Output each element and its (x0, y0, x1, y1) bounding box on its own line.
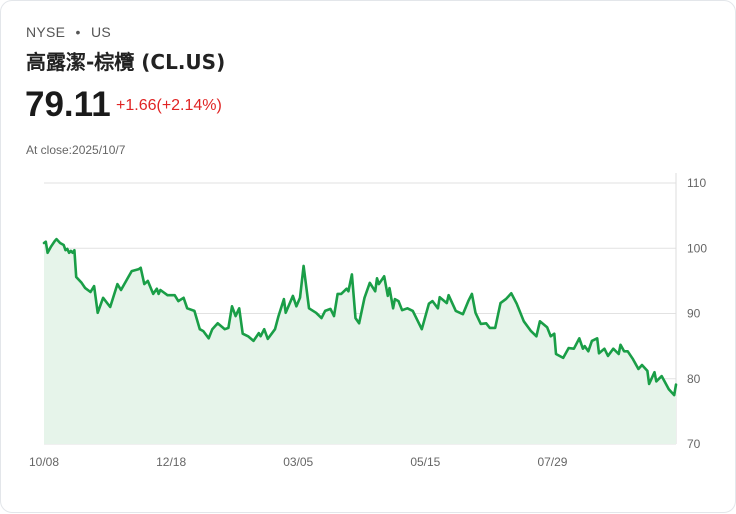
region: US (90, 24, 111, 40)
x-tick-label: 12/18 (156, 455, 186, 469)
close-date: At close:2025/10/7 (26, 143, 126, 157)
x-tick-label: 10/08 (29, 455, 59, 469)
stock-title: 高露潔-棕欖 (CL.US) (26, 50, 226, 74)
price-line (42, 237, 678, 397)
price-area (44, 239, 676, 444)
y-tick-label: 70 (687, 437, 701, 451)
price: 79.11 (25, 85, 111, 124)
x-tick-label: 03/05 (283, 455, 313, 469)
y-tick-label: 110 (687, 176, 706, 190)
exchange-line: NYSE • US (26, 24, 111, 40)
x-tick-label: 05/15 (410, 455, 440, 469)
x-tick-label: 07/29 (537, 455, 567, 469)
y-tick-label: 90 (687, 307, 701, 321)
separator: • (75, 24, 81, 40)
y-tick-label: 80 (687, 372, 701, 386)
exchange: NYSE (26, 24, 66, 40)
y-tick-label: 100 (687, 241, 707, 255)
price-change: +1.66(+2.14%) (116, 97, 222, 114)
